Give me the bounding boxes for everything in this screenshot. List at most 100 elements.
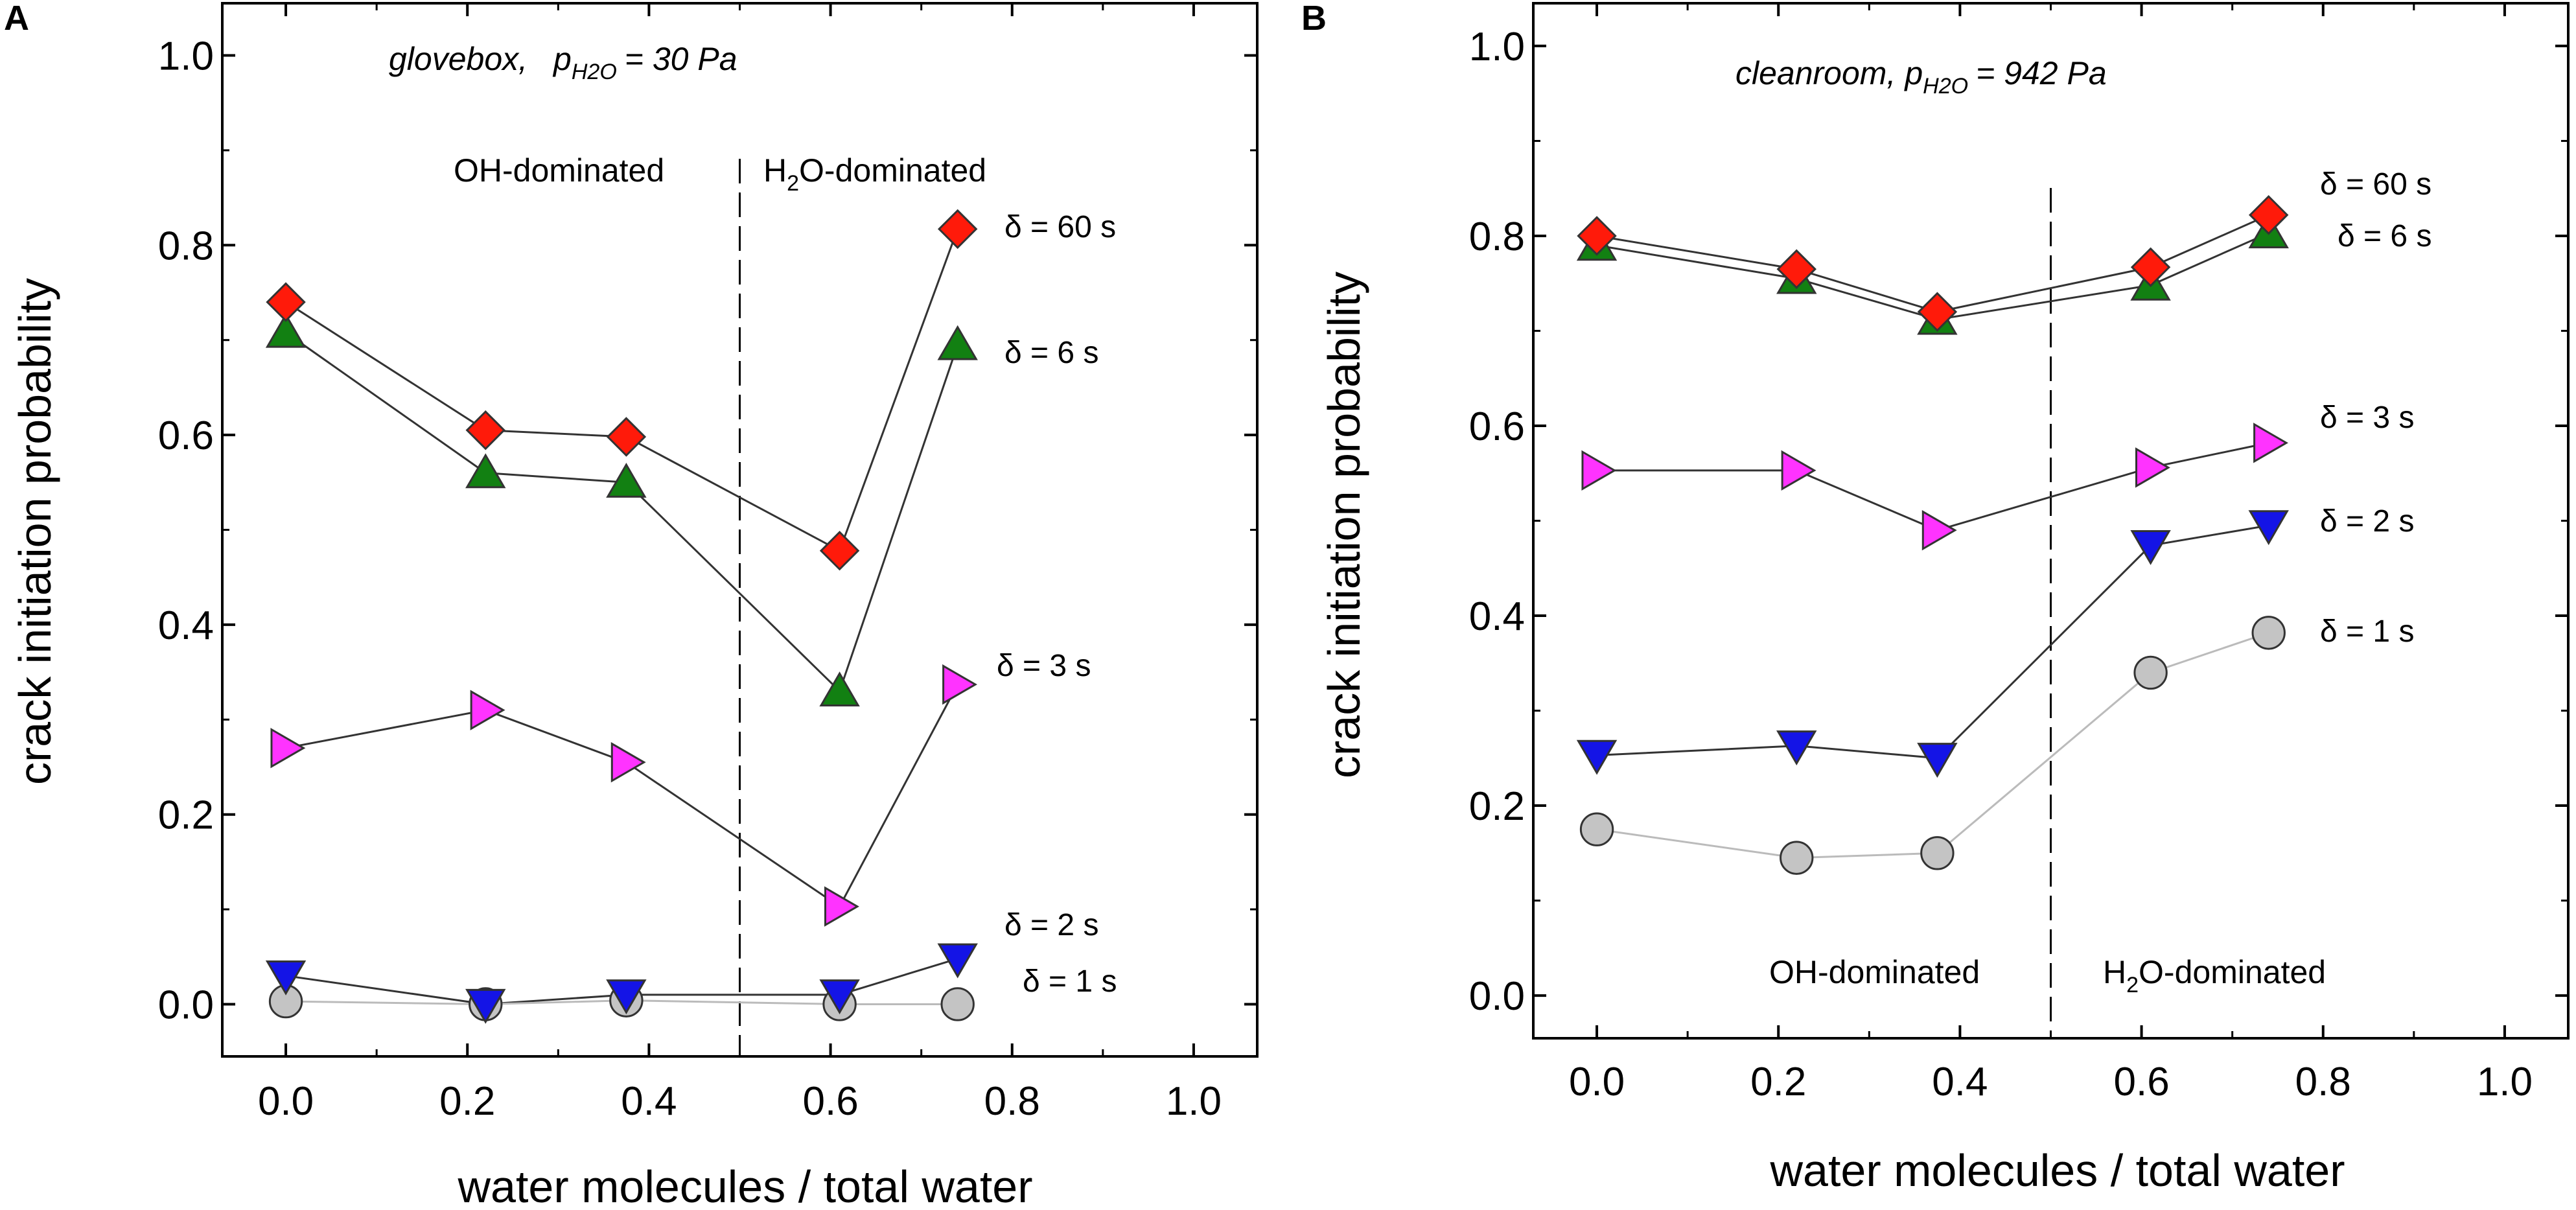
panel-a-x-tick-label: 0.4 xyxy=(621,1079,677,1124)
panel-a-y-tick-label: 1.0 xyxy=(158,34,214,79)
panel-a-point-delta-2 xyxy=(465,988,506,1024)
panel-a-x-tick-label: 0.2 xyxy=(439,1079,495,1124)
panel-a-y-tick-labels: 0.0 0.2 0.4 0.6 0.8 1.0 xyxy=(158,34,214,1028)
panel-a-label-delta-60: δ = 60 s xyxy=(1004,210,1116,244)
panel-b-y-tick-label: 0.4 xyxy=(1469,594,1525,639)
panel-a-line-delta-6 xyxy=(285,331,959,693)
panel-a-letter: A xyxy=(4,0,29,38)
panel-b-point-delta-2 xyxy=(1917,743,1958,778)
panel-b-label-delta-60: δ = 60 s xyxy=(2320,167,2431,202)
panel-a-ticks xyxy=(222,3,1257,1056)
panel-b-point-delta-60 xyxy=(1577,216,1617,256)
panel-b-point-delta-2 xyxy=(1576,739,1618,775)
panel-b-point-delta-60 xyxy=(1917,292,1958,332)
panel-b-y-tick-label: 0.2 xyxy=(1469,784,1525,829)
panel-b-y-tick-labels: 0.0 0.2 0.4 0.6 0.8 1.0 xyxy=(1469,25,1525,1019)
panel-a-point-delta-60 xyxy=(465,410,505,450)
panel-a-y-axis-label: crack initiation probability xyxy=(10,278,60,785)
panel-a-x-tick-labels: 0.0 0.2 0.4 0.6 0.8 1.0 xyxy=(258,1079,1222,1124)
panel-b-point-delta-1 xyxy=(1780,841,1814,875)
panel-b-point-delta-1 xyxy=(2133,655,2168,690)
panel-b-x-tick-label: 0.4 xyxy=(1932,1060,1988,1104)
panel-a: A 0.0 0.2 0.4 0.6 0.8 1.0 0.00.20.40.60.81.0 … xyxy=(4,0,1259,1210)
panel-b-x-tick-label: 0.6 xyxy=(2113,1060,2169,1104)
panel-b-label-delta-1: δ = 1 s xyxy=(2320,614,2414,649)
panel-b-letter: B xyxy=(1301,0,1327,38)
panel-a-x-tick-label: 0.8 xyxy=(984,1079,1040,1124)
panel-b-point-delta-3 xyxy=(1581,450,1617,491)
panel-b-y-tick-label: 0.6 xyxy=(1469,404,1525,449)
panel-b-series xyxy=(1576,195,2289,875)
panel-b-point-delta-60 xyxy=(2248,195,2289,235)
panel-a-line-delta-60 xyxy=(285,228,959,552)
panel-b-label-delta-6: δ = 6 s xyxy=(2338,219,2431,253)
panel-a-point-delta-2 xyxy=(937,943,978,979)
panel-b-point-delta-1 xyxy=(1920,836,1955,870)
panel-b-y-tick-label: 0.8 xyxy=(1469,215,1525,259)
panel-a-region-right-label: H2O-dominated xyxy=(763,152,986,196)
panel-a-label-delta-2: δ = 2 s xyxy=(1004,908,1098,942)
panel-a-point-delta-6 xyxy=(937,325,978,360)
panel-a-y-tick-label: 0.8 xyxy=(158,224,214,268)
panel-a-point-delta-2 xyxy=(265,960,307,995)
panel-a-point-delta-60 xyxy=(606,417,647,457)
panel-b-point-delta-2 xyxy=(2248,510,2289,546)
panel-a-condition: glovebox, pH2O = 30 Pa xyxy=(389,41,737,84)
panel-b-y-tick-label: 1.0 xyxy=(1469,25,1525,69)
panel-a-x-axis-label: water molecules / total water xyxy=(457,1161,1032,1210)
panel-b-region-right-label: H2O-dominated xyxy=(2103,954,2326,997)
panel-a-point-delta-6 xyxy=(465,453,506,489)
panel-b-x-tick-labels: 0.0 0.2 0.4 0.6 0.8 1.0 xyxy=(1569,1060,2533,1104)
panel-b-point-delta-3 xyxy=(2253,423,2289,463)
panel-a-region-left-label: OH-dominated xyxy=(454,152,664,189)
panel-b-point-delta-60 xyxy=(1776,249,1816,289)
panel-a-y-tick-label: 0.6 xyxy=(158,413,214,458)
panel-b-x-axis-label: water molecules / total water xyxy=(1769,1145,2345,1196)
panel-b-label-delta-2: δ = 2 s xyxy=(2320,504,2414,539)
panel-a-label-delta-6: δ = 6 s xyxy=(1004,336,1098,370)
panel-b-line-delta-2 xyxy=(1596,524,2269,760)
panel-b-x-tick-label: 1.0 xyxy=(2477,1060,2533,1104)
panel-b-y-tick-label: 0.0 xyxy=(1469,974,1525,1019)
panel-b-point-delta-1 xyxy=(2251,616,2286,650)
panel-a-point-delta-6 xyxy=(265,312,307,348)
panel-a-point-delta-2 xyxy=(819,979,860,1015)
panel-b: B 0.0 0.2 0.4 0.6 0.8 1.0 0.00.20.40.60.81.0 … xyxy=(1301,0,2570,1196)
panel-b-point-delta-3 xyxy=(1921,509,1957,551)
panel-b-point-delta-3 xyxy=(1781,450,1816,491)
panel-a-point-delta-6 xyxy=(819,671,860,706)
panel-a-point-delta-6 xyxy=(606,463,647,498)
panel-a-point-delta-3 xyxy=(470,690,505,730)
panel-a-point-delta-60 xyxy=(266,282,306,322)
panel-b-ticks xyxy=(1533,3,2568,1038)
panel-b-point-delta-1 xyxy=(1579,812,1614,846)
panel-b-point-delta-2 xyxy=(1776,730,1817,766)
panel-a-y-tick-label: 0.4 xyxy=(158,603,214,648)
panel-b-region-left-label: OH-dominated xyxy=(1769,954,1980,990)
panel-a-label-delta-3: δ = 3 s xyxy=(997,649,1091,683)
panel-a-x-tick-label: 1.0 xyxy=(1166,1079,1222,1124)
panel-a-x-tick-label: 0.6 xyxy=(802,1079,858,1124)
panel-a-y-tick-label: 0.2 xyxy=(158,793,214,838)
panel-b-y-axis-label: crack initiation probability xyxy=(1319,272,1369,778)
panel-b-x-tick-label: 0.0 xyxy=(1569,1060,1625,1104)
panel-a-series xyxy=(265,209,978,1024)
panel-a-x-tick-label: 0.0 xyxy=(258,1079,314,1124)
panel-a-point-delta-3 xyxy=(270,728,306,769)
panel-a-label-delta-1: δ = 1 s xyxy=(1023,964,1117,999)
panel-b-point-delta-60 xyxy=(2130,247,2171,288)
panel-b-x-tick-label: 0.2 xyxy=(1750,1060,1806,1104)
panel-a-point-delta-60 xyxy=(819,530,860,571)
panel-a-point-delta-60 xyxy=(937,209,978,250)
panel-a-y-tick-label: 0.0 xyxy=(158,983,214,1027)
panel-b-x-tick-label: 0.8 xyxy=(2295,1060,2351,1104)
panel-b-point-delta-3 xyxy=(2135,447,2170,488)
panel-b-label-delta-3: δ = 3 s xyxy=(2320,401,2414,435)
panel-a-point-delta-2 xyxy=(606,979,647,1015)
panel-a-point-delta-3 xyxy=(610,741,646,783)
panel-a-line-delta-3 xyxy=(285,684,959,908)
panel-a-point-delta-1 xyxy=(940,987,975,1021)
panel-b-point-delta-2 xyxy=(2130,529,2171,565)
panel-a-point-delta-3 xyxy=(942,664,978,705)
